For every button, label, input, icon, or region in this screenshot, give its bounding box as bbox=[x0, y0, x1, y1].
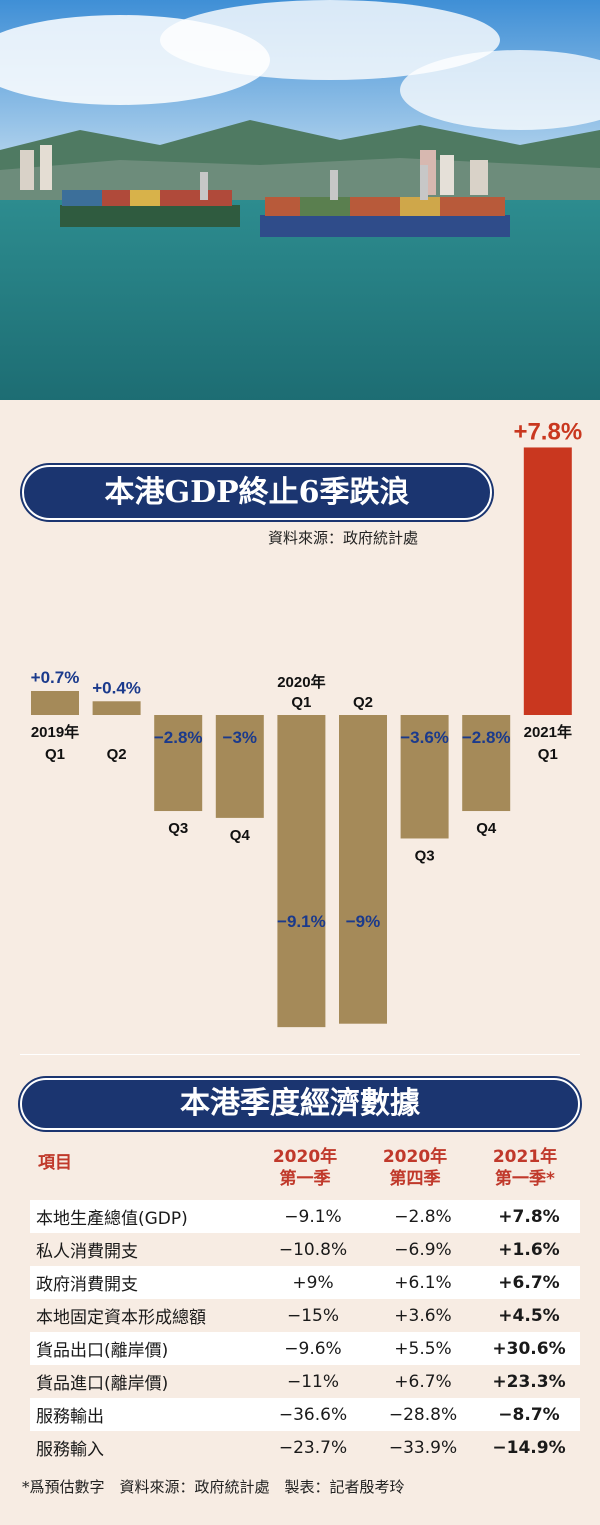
row-2021-q1: −14.9% bbox=[492, 1437, 566, 1458]
category-bottom-0: Q1 bbox=[45, 746, 65, 763]
category-bottom-5: Q2 bbox=[353, 694, 373, 711]
chart-source: 資料來源：政府統計處 bbox=[268, 529, 419, 547]
row-item: 貨品出口(離岸價) bbox=[36, 1341, 169, 1361]
row-2020-q1: +9% bbox=[292, 1272, 334, 1293]
table-row: 私人消費開支 −10.8% −6.9% +1.6% bbox=[30, 1233, 580, 1266]
table-row: 貨品出口(離岸價) −9.6% +5.5% +30.6% bbox=[30, 1332, 580, 1365]
header-2020-q1-year: 2020年 bbox=[272, 1147, 338, 1167]
header-2021-q1-year: 2021年 bbox=[492, 1147, 558, 1167]
bar-7 bbox=[462, 715, 511, 812]
table-row: 服務輸入 −23.7% −33.9% −14.9% bbox=[30, 1431, 580, 1464]
category-top-4: 2020年 bbox=[277, 673, 325, 691]
table-row: 服務輸出 −36.6% −28.8% −8.7% bbox=[30, 1398, 580, 1431]
category-bottom-3: Q4 bbox=[230, 827, 251, 844]
row-item: 本地固定資本形成總額 bbox=[36, 1308, 206, 1328]
row-2020-q4: +6.1% bbox=[394, 1272, 452, 1293]
table-body: 本地生產總值(GDP) −9.1% −2.8% +7.8% 私人消費開支 −10… bbox=[30, 1200, 580, 1464]
header-2020-q1-quarter: 第一季 bbox=[279, 1169, 331, 1189]
row-2021-q1: +6.7% bbox=[498, 1272, 560, 1293]
value-label-4: −9.1% bbox=[277, 912, 326, 931]
table-row: 本地固定資本形成總額 −15% +3.6% +4.5% bbox=[30, 1299, 580, 1332]
category-bottom-6: Q3 bbox=[415, 847, 435, 864]
value-label-6: −3.6% bbox=[400, 728, 449, 747]
header-2021-q1: 2021年 第一季* bbox=[470, 1146, 580, 1190]
value-label-3: −3% bbox=[223, 728, 258, 747]
row-2020-q1: −10.8% bbox=[278, 1239, 348, 1260]
row-item: 貨品進口(離岸價) bbox=[36, 1374, 169, 1394]
value-label-2: −2.8% bbox=[154, 728, 203, 747]
section-divider bbox=[20, 1054, 580, 1055]
economic-data-table-section: 本港季度經濟數據 項目 2020年 第一季 2020年 第四季 2021年 第一… bbox=[0, 1054, 600, 1525]
bar-0 bbox=[31, 690, 79, 715]
row-2020-q4: −2.8% bbox=[394, 1206, 452, 1227]
header-2020-q4: 2020年 第四季 bbox=[360, 1146, 470, 1190]
value-label-1: +0.4% bbox=[92, 678, 141, 697]
header-2020-q4-year: 2020年 bbox=[382, 1147, 448, 1167]
row-2021-q1: −8.7% bbox=[498, 1404, 560, 1425]
row-2020-q4: +3.6% bbox=[394, 1305, 452, 1326]
chart-title: 本港GDP終止6季跌浪 bbox=[22, 465, 492, 520]
table-row: 本地生產總值(GDP) −9.1% −2.8% +7.8% bbox=[30, 1200, 580, 1233]
category-bottom-4: Q1 bbox=[291, 694, 311, 711]
row-2021-q1: +4.5% bbox=[498, 1305, 560, 1326]
row-2020-q4: −33.9% bbox=[388, 1437, 458, 1458]
row-item: 私人消費開支 bbox=[36, 1242, 138, 1262]
header-2021-q1-quarter: 第一季* bbox=[495, 1169, 555, 1189]
header-2020-q4-quarter: 第四季 bbox=[389, 1169, 441, 1189]
value-label-5: −9% bbox=[346, 912, 381, 931]
row-2020-q1: −9.1% bbox=[284, 1206, 342, 1227]
row-2020-q4: +5.5% bbox=[394, 1338, 452, 1359]
row-2020-q1: −15% bbox=[286, 1305, 340, 1326]
category-top-8: 2021年 bbox=[524, 723, 572, 741]
bar-8 bbox=[523, 447, 572, 715]
table-footnote: *爲預估數字 資料來源：政府統計處 製表：記者殷考玲 bbox=[22, 1478, 405, 1496]
row-item: 服務輸入 bbox=[36, 1440, 104, 1460]
bar-6 bbox=[400, 715, 449, 839]
row-2021-q1: +23.3% bbox=[492, 1371, 566, 1392]
row-item: 本地生產總值(GDP) bbox=[36, 1209, 188, 1229]
table-title: 本港季度經濟數據 bbox=[20, 1078, 580, 1130]
category-bottom-8: Q1 bbox=[538, 746, 558, 763]
bar-4 bbox=[277, 715, 326, 1028]
category-bottom-1: Q2 bbox=[107, 746, 127, 763]
table-row: 政府消費開支 +9% +6.1% +6.7% bbox=[30, 1266, 580, 1299]
bar-5 bbox=[339, 715, 387, 1024]
row-2021-q1: +1.6% bbox=[498, 1239, 560, 1260]
row-2020-q1: −23.7% bbox=[278, 1437, 348, 1458]
header-2020-q1: 2020年 第一季 bbox=[250, 1146, 360, 1190]
bar-2 bbox=[154, 715, 203, 812]
category-bottom-2: Q3 bbox=[168, 820, 188, 837]
row-2020-q4: −28.8% bbox=[388, 1404, 458, 1425]
row-2020-q4: +6.7% bbox=[394, 1371, 452, 1392]
row-2021-q1: +7.8% bbox=[498, 1206, 560, 1227]
table-row: 貨品進口(離岸價) −11% +6.7% +23.3% bbox=[30, 1365, 580, 1398]
row-2020-q1: −11% bbox=[286, 1371, 340, 1392]
gdp-chart-section: +0.7% 2019年 Q1 +0.4% Q2 −2.8% Q3 −3% Q4 −9.1% 2020… bbox=[0, 400, 600, 1060]
value-label-7: −2.8% bbox=[462, 728, 511, 747]
bar-1 bbox=[92, 701, 141, 715]
gdp-bar-chart: +0.7% 2019年 Q1 +0.4% Q2 −2.8% Q3 −3% Q4 −9.1% 2020… bbox=[31, 418, 582, 1028]
row-item: 服務輸出 bbox=[36, 1407, 104, 1427]
bar-3 bbox=[215, 715, 264, 818]
row-2021-q1: +30.6% bbox=[492, 1338, 566, 1359]
row-2020-q1: −36.6% bbox=[278, 1404, 348, 1425]
value-label-8: +7.8% bbox=[513, 418, 582, 445]
category-top-0: 2019年 bbox=[31, 723, 79, 741]
container-port-photo bbox=[0, 0, 600, 400]
row-item: 政府消費開支 bbox=[36, 1275, 138, 1295]
category-bottom-7: Q4 bbox=[476, 820, 497, 837]
header-item: 項目 bbox=[38, 1153, 72, 1173]
row-2020-q4: −6.9% bbox=[394, 1239, 452, 1260]
row-2020-q1: −9.6% bbox=[284, 1338, 342, 1359]
value-label-0: +0.7% bbox=[31, 668, 80, 687]
